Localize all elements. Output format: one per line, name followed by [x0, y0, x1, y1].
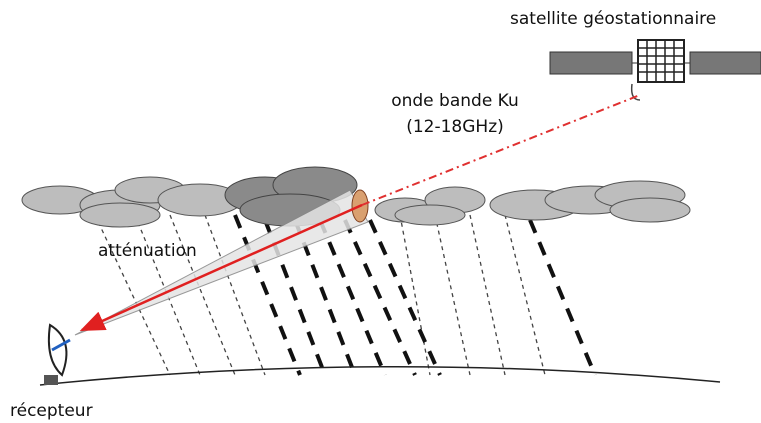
receiver [44, 323, 71, 385]
ku-wave [361, 94, 641, 206]
clouds [21, 166, 691, 228]
wave-label: onde bande Ku [391, 91, 519, 111]
satellite [549, 39, 761, 101]
rain [94, 214, 597, 376]
ku-wave-arrow [79, 203, 363, 332]
receiver-label: récepteur [10, 401, 93, 421]
band-label: (12-18GHz) [406, 117, 504, 137]
attenuation-label: atténuation [98, 241, 197, 261]
satellite-label: satellite géostationnaire [510, 9, 716, 29]
ground [39, 365, 721, 386]
